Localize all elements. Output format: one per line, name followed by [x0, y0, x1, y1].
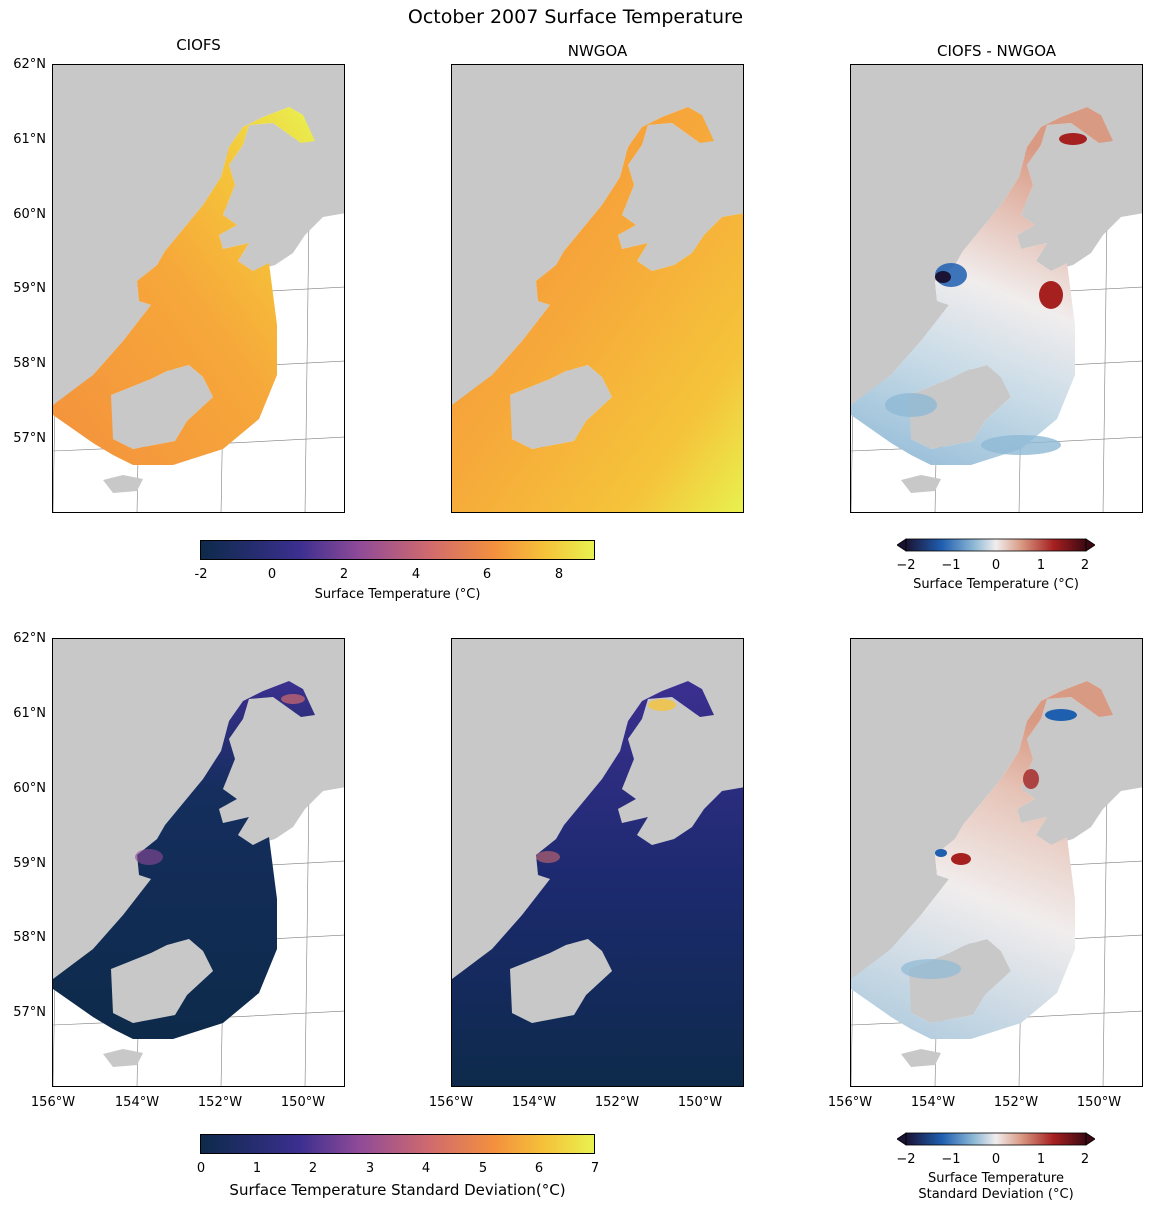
lat-label-57: 57°N — [13, 1005, 46, 1020]
lon-label-156: 156°W — [428, 1095, 474, 1110]
lon-label-156: 156°W — [30, 1095, 76, 1110]
colorbar-tick: −2 — [896, 1152, 916, 1167]
lon-label-156: 156°W — [827, 1095, 873, 1110]
map-panel-nwgoa-std — [451, 638, 744, 1087]
map-panel-nwgoa-temp — [451, 64, 744, 513]
colorbar-tick: 5 — [478, 1161, 488, 1176]
lat-label-58: 58°N — [13, 356, 46, 371]
lat-label-60: 60°N — [13, 207, 46, 222]
colorbar-tick: 0 — [991, 1152, 1001, 1167]
colorbar-tick: 0 — [991, 558, 1001, 573]
colorbar-tick: 0 — [267, 567, 277, 582]
lon-label-154: 154°W — [511, 1095, 557, 1110]
colorbar-tick: 6 — [482, 567, 492, 582]
panel-title-ciofs: CIOFS — [176, 36, 221, 54]
lat-label-60: 60°N — [13, 781, 46, 796]
colorbar-tick: 2 — [308, 1161, 318, 1176]
lon-label-154: 154°W — [114, 1095, 160, 1110]
colorbar-tick: 2 — [339, 567, 349, 582]
panel-title-nwgoa: NWGOA — [567, 42, 628, 60]
colorbar-tick: 4 — [411, 567, 421, 582]
colorbar-tick: 1 — [252, 1161, 262, 1176]
colorbar-temp-label: Surface Temperature (°C) — [314, 587, 481, 602]
colorbar-std-diff-label-line2: Standard Deviation (°C) — [918, 1187, 1074, 1202]
map-panel-ciofs-std — [52, 638, 345, 1087]
lat-label-57: 57°N — [13, 431, 46, 446]
lat-label-59: 59°N — [13, 856, 46, 871]
colorbar-tick: −2 — [896, 558, 916, 573]
lon-label-152: 152°W — [197, 1095, 243, 1110]
colorbar-std-label: Surface Temperature Standard Deviation(°… — [229, 1181, 566, 1199]
colorbar-std — [200, 1134, 595, 1154]
map-panel-diff-temp — [850, 64, 1143, 513]
lon-label-150: 150°W — [677, 1095, 723, 1110]
colorbar-tick: 2 — [1080, 558, 1090, 573]
map-panel-diff-std — [850, 638, 1143, 1087]
lat-label-61: 61°N — [13, 706, 46, 721]
lat-label-59: 59°N — [13, 281, 46, 296]
colorbar-tick: 8 — [554, 567, 564, 582]
map-panel-ciofs-temp — [52, 64, 345, 513]
lat-label-62: 62°N — [13, 631, 46, 646]
colorbar-tick: 4 — [421, 1161, 431, 1176]
lon-label-150: 150°W — [280, 1095, 326, 1110]
colorbar-tick: 6 — [534, 1161, 544, 1176]
lat-label-58: 58°N — [13, 930, 46, 945]
colorbar-temp-diff-label: Surface Temperature (°C) — [913, 577, 1079, 592]
colorbar-tick: 1 — [1036, 1152, 1046, 1167]
colorbar-tick: 3 — [365, 1161, 375, 1176]
colorbar-tick: -2 — [194, 567, 208, 582]
colorbar-tick: 0 — [196, 1161, 206, 1176]
colorbar-temp — [200, 540, 595, 560]
lon-label-152: 152°W — [594, 1095, 640, 1110]
lat-label-62: 62°N — [13, 57, 46, 72]
colorbar-std-diff-label-line1: Surface Temperature — [927, 1171, 1064, 1186]
colorbar-tick: −1 — [941, 1152, 961, 1167]
colorbar-tick: 2 — [1080, 1152, 1090, 1167]
panel-title-diff: CIOFS - NWGOA — [936, 42, 1057, 60]
figure-title: October 2007 Surface Temperature — [407, 6, 744, 28]
colorbar-temp-diff — [897, 538, 1095, 552]
lon-label-154: 154°W — [910, 1095, 956, 1110]
lat-label-61: 61°N — [13, 132, 46, 147]
colorbar-tick: −1 — [941, 558, 961, 573]
lon-label-152: 152°W — [993, 1095, 1039, 1110]
lon-label-150: 150°W — [1076, 1095, 1122, 1110]
colorbar-tick: 7 — [590, 1161, 600, 1176]
colorbar-std-diff — [897, 1132, 1095, 1146]
colorbar-tick: 1 — [1036, 558, 1046, 573]
